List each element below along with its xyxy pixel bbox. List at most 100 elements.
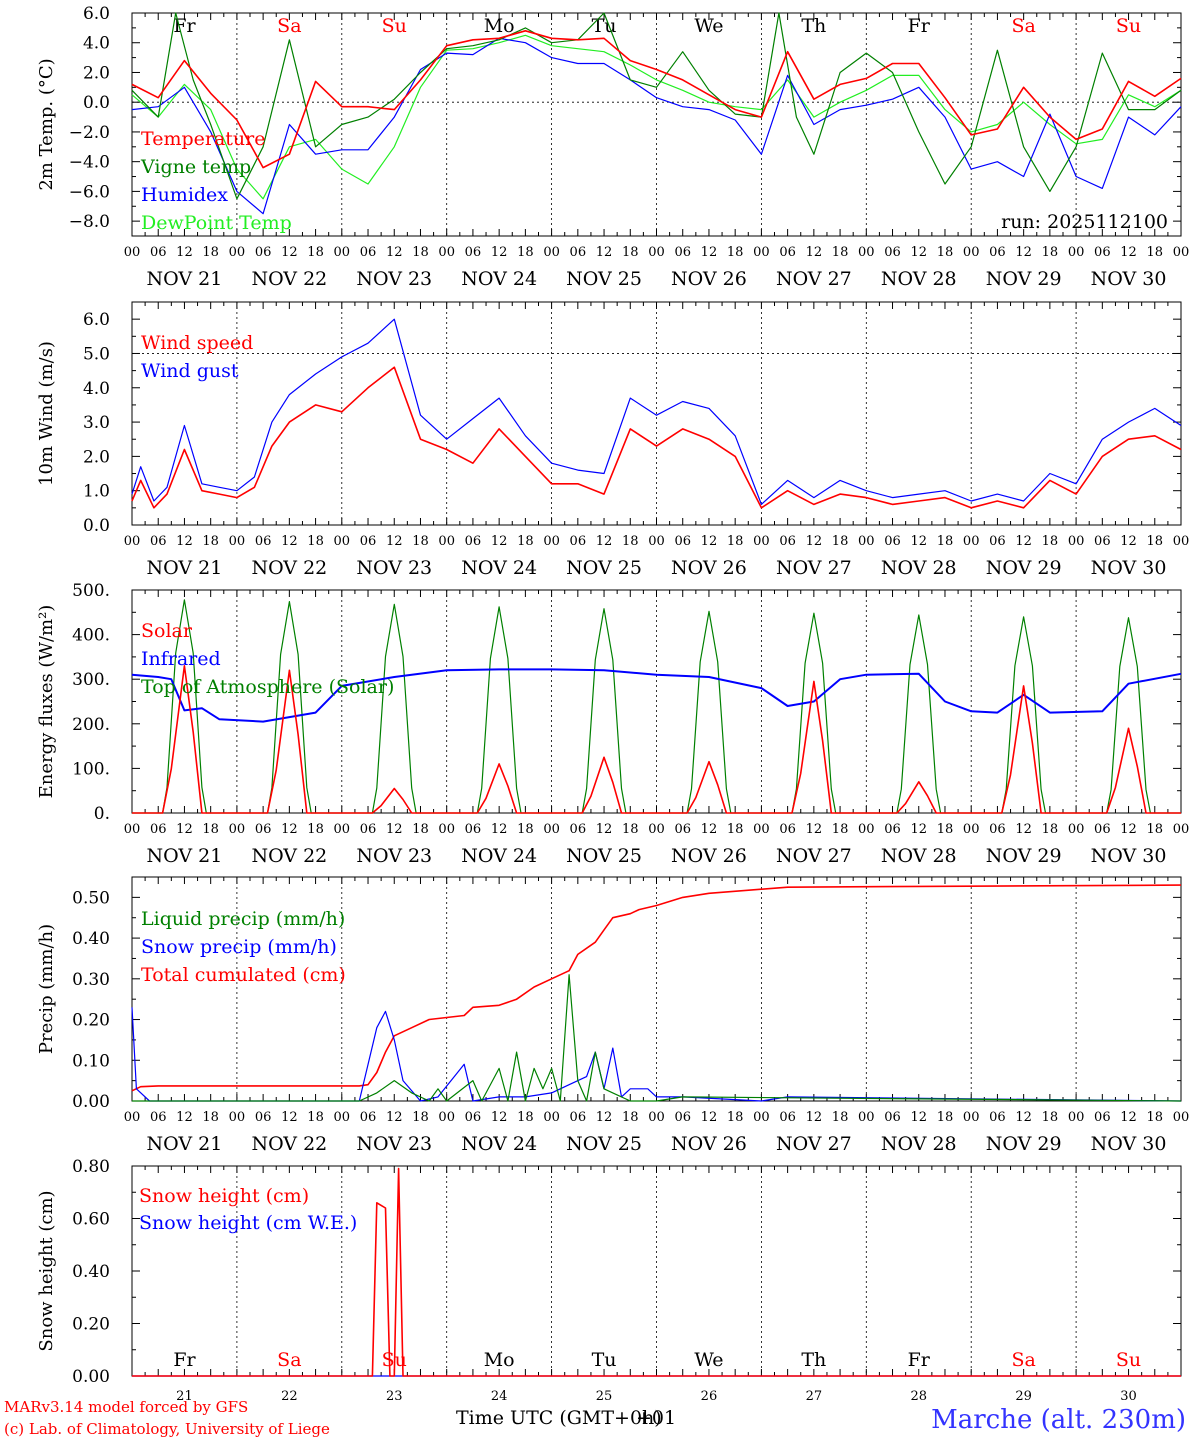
date-label: NOV 23 xyxy=(356,268,432,290)
hour-label: 06 xyxy=(150,534,167,549)
date-label: NOV 25 xyxy=(566,845,642,867)
hour-label: 12 xyxy=(701,1110,718,1125)
y-tick-label: 2.0 xyxy=(83,447,110,467)
hour-label: 18 xyxy=(727,1110,744,1125)
hour-label: 12 xyxy=(491,534,508,549)
hour-label: 18 xyxy=(1042,822,1059,837)
hour-label: 06 xyxy=(674,534,691,549)
panel-wind: 0.0 1.0 2.0 3.0 4.0 5.0 6.0 10m Wind (m/s) 00 06 1… xyxy=(36,301,1189,579)
y-tick-label: 0.40 xyxy=(72,1262,110,1282)
series-line-snow-precip-mm-h- xyxy=(131,1007,1182,1102)
weekday-label: Sa xyxy=(1011,1349,1035,1371)
hour-label: 18 xyxy=(412,534,429,549)
hour-label: 12 xyxy=(491,822,508,837)
day-number-label: 27 xyxy=(806,1389,823,1404)
day-number-label: 26 xyxy=(701,1389,718,1404)
hour-label: 00 xyxy=(124,245,141,260)
hour-label: 18 xyxy=(832,245,849,260)
hour-label: 00 xyxy=(229,534,246,549)
date-label: NOV 25 xyxy=(566,1133,642,1155)
hour-label: 18 xyxy=(832,822,849,837)
hour-label: 00 xyxy=(229,822,246,837)
hour-label: 00 xyxy=(334,534,351,549)
hour-label: 06 xyxy=(1094,822,1111,837)
hour-label: 18 xyxy=(517,1110,534,1125)
hour-label: 06 xyxy=(465,534,482,549)
hour-label: 12 xyxy=(1015,245,1032,260)
date-label: NOV 22 xyxy=(251,1133,327,1155)
run-annotation: run: 2025112100 xyxy=(1001,211,1168,233)
hour-label: 00 xyxy=(438,245,455,260)
weekday-label: Th xyxy=(801,15,826,37)
weekday-label: Sa xyxy=(277,15,301,37)
credit-line-1: MARv3.14 model forced by GFS xyxy=(4,1398,248,1416)
hour-label: 12 xyxy=(1120,1110,1137,1125)
date-label: NOV 23 xyxy=(356,557,432,579)
hour-label: 06 xyxy=(779,1110,796,1125)
hour-label: 00 xyxy=(858,1110,875,1125)
x-axis-label: Time UTC (GMT+0h) xyxy=(456,1407,662,1429)
panel-snow: 0.00 0.20 0.40 0.60 0.80 Snow height (cm) Fr Sa… xyxy=(36,1157,1182,1404)
hour-label: 00 xyxy=(1068,534,1085,549)
day-number-label: 29 xyxy=(1015,1389,1032,1404)
hour-label: 18 xyxy=(202,534,219,549)
hour-label: 00 xyxy=(753,245,770,260)
hour-label: 12 xyxy=(386,534,403,549)
hour-label: 06 xyxy=(150,822,167,837)
day-number-label: 25 xyxy=(596,1389,613,1404)
y-axis-label: 10m Wind (m/s) xyxy=(36,341,57,486)
y-tick-label: 1.0 xyxy=(83,482,110,502)
hour-label: 00 xyxy=(963,822,980,837)
hour-label: 00 xyxy=(543,1110,560,1125)
date-label: NOV 26 xyxy=(671,557,747,579)
date-label: NOV 26 xyxy=(671,1133,747,1155)
hour-label: 12 xyxy=(1120,245,1137,260)
hour-label: 00 xyxy=(124,822,141,837)
hour-label: 18 xyxy=(1147,534,1164,549)
weekday-label: Tu xyxy=(592,1349,617,1371)
hour-label: 00 xyxy=(753,534,770,549)
hour-label: 06 xyxy=(570,534,587,549)
series-line-wind-speed xyxy=(131,366,1182,509)
y-axis-label: Energy fluxes (W/m²) xyxy=(36,605,57,799)
hour-label: 12 xyxy=(281,822,298,837)
hour-label: 18 xyxy=(517,245,534,260)
date-label: NOV 24 xyxy=(461,1133,537,1155)
date-label: NOV 24 xyxy=(461,557,537,579)
y-tick-label: 2.0 xyxy=(83,63,110,83)
hour-label: 00 xyxy=(1173,245,1190,260)
hour-label: 00 xyxy=(753,1110,770,1125)
hour-label: 12 xyxy=(910,822,927,837)
series-line-snow-height-cm- xyxy=(132,1167,1181,1377)
hour-label: 12 xyxy=(491,1110,508,1125)
y-axis-label: Snow height (cm) xyxy=(36,1190,57,1351)
hour-label: 18 xyxy=(622,534,639,549)
panel-temperature: −8.0 −6.0 −4.0 −2.0 0.0 2.0 4.0 6.0 2m Temp. (°C… xyxy=(36,4,1189,290)
legend-entry: Snow height (cm W.E.) xyxy=(139,1212,357,1234)
hour-label: 00 xyxy=(858,534,875,549)
legend-entry: Solar xyxy=(141,620,193,642)
hour-label: 06 xyxy=(989,822,1006,837)
hour-label: 12 xyxy=(701,822,718,837)
series-line-temperature xyxy=(131,30,1182,169)
hour-label: 12 xyxy=(806,1110,823,1125)
y-tick-label: 0. xyxy=(94,804,110,824)
y-axis-label: Precip (mm/h) xyxy=(36,924,57,1054)
hour-label: 06 xyxy=(674,245,691,260)
legend-entry: Infrared xyxy=(141,648,221,670)
legend-entry: Snow precip (mm/h) xyxy=(141,936,337,958)
hour-label: 12 xyxy=(176,245,193,260)
y-tick-label: 300. xyxy=(72,670,110,690)
date-label: NOV 30 xyxy=(1091,1133,1167,1155)
legend-entry: Top of Atmosphere (Solar) xyxy=(141,676,394,698)
y-tick-label: 100. xyxy=(72,759,110,779)
date-label: NOV 28 xyxy=(881,845,957,867)
hour-label: 06 xyxy=(465,822,482,837)
hour-label: 12 xyxy=(176,534,193,549)
hour-label: 06 xyxy=(570,245,587,260)
date-label: NOV 29 xyxy=(986,268,1062,290)
hour-label: 06 xyxy=(465,1110,482,1125)
date-label: NOV 22 xyxy=(251,557,327,579)
weekday-label: We xyxy=(694,15,723,37)
hour-label: 00 xyxy=(1068,822,1085,837)
